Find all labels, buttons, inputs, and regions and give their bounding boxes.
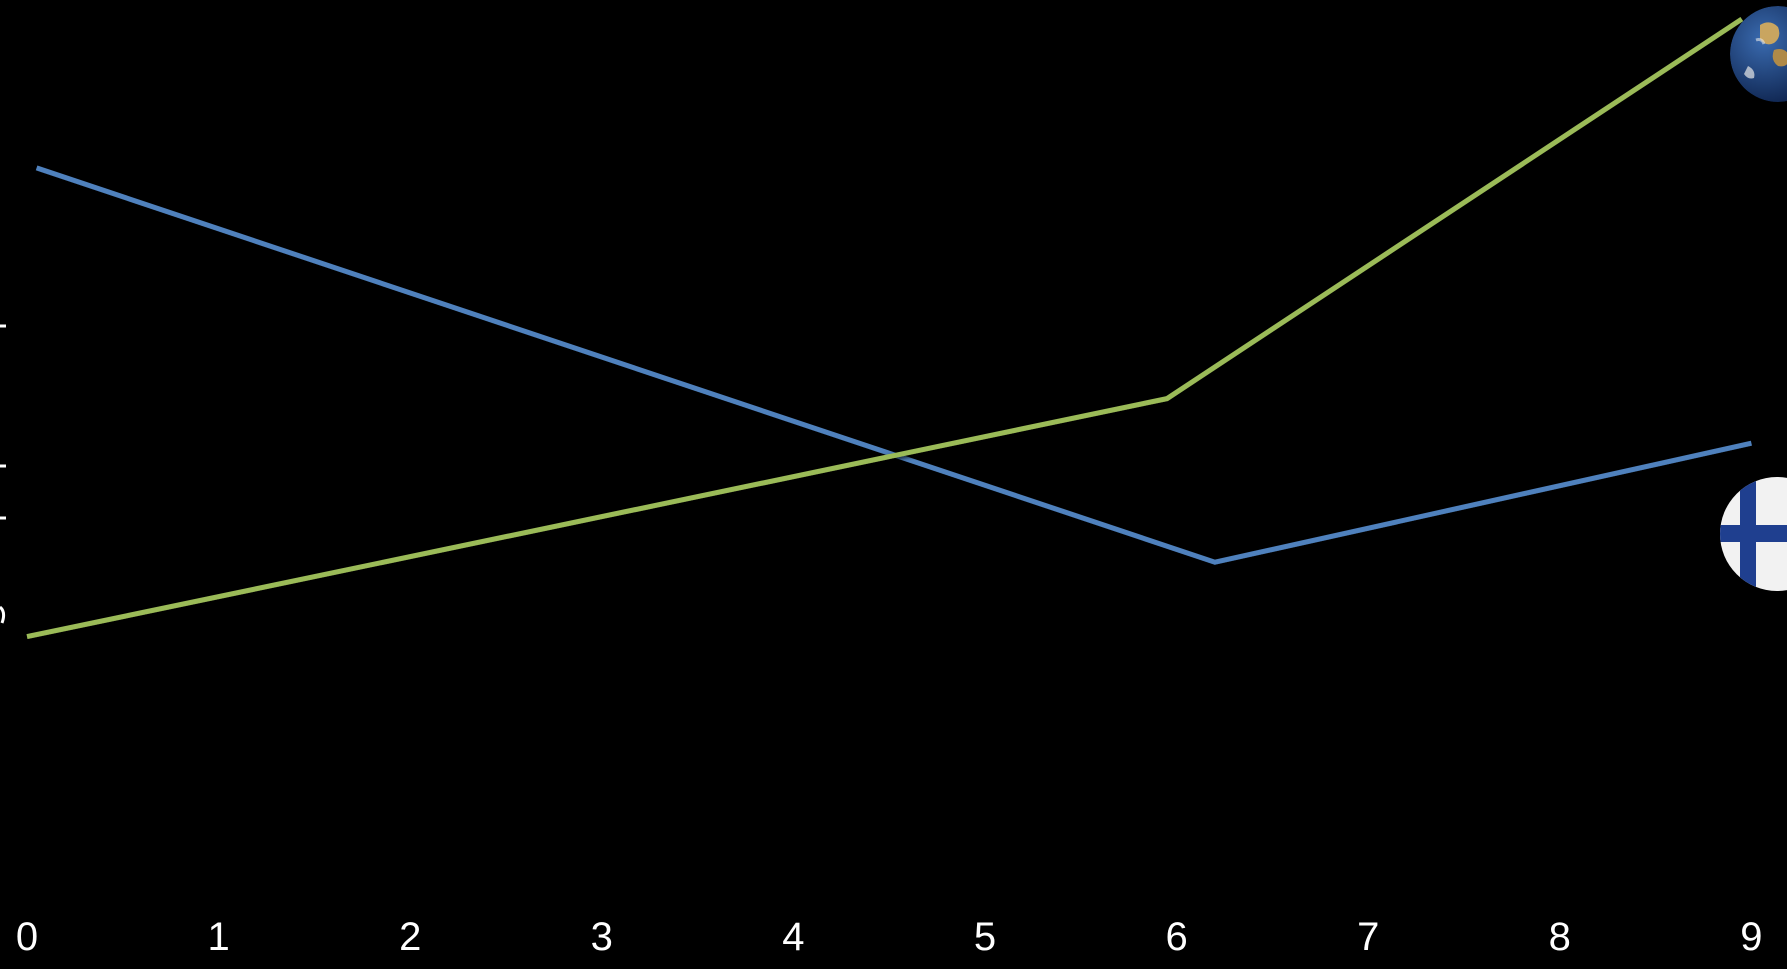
y-tick: [0, 605, 6, 624]
x-tick-label: 8: [1549, 915, 1571, 959]
x-tick-label: 0: [16, 915, 38, 959]
x-tick-label: 7: [1357, 915, 1379, 959]
x-axis-labels: 0 1 2 3 4 5 6 7 8 9: [16, 915, 1763, 959]
x-tick-label: 4: [782, 915, 804, 959]
x-tick-label: 2: [399, 915, 421, 959]
series-layer: [26, 17, 1752, 640]
x-tick-label: 9: [1740, 915, 1762, 959]
x-tick-label: 1: [207, 915, 229, 959]
globe-icon: [1730, 6, 1787, 102]
y-axis: [0, 324, 6, 624]
x-tick-label: 6: [1165, 915, 1187, 959]
x-tick-label: 5: [974, 915, 996, 959]
series-line-green: [26, 17, 1744, 640]
series-line-blue: [35, 165, 1752, 565]
x-tick-label: 3: [591, 915, 613, 959]
finland-flag-icon: [1720, 477, 1787, 591]
